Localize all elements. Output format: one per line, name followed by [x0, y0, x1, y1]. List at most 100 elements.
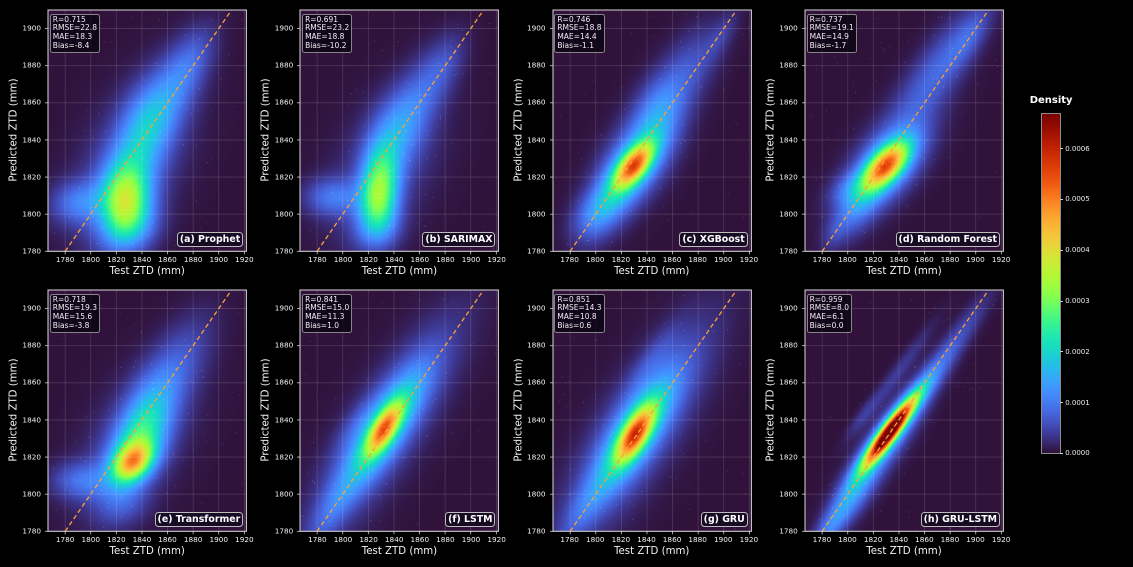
axes-spine: [299, 9, 500, 252]
x-tick-label: 1900: [966, 535, 985, 545]
colorbar-tick-label: 0.0002: [1065, 347, 1090, 356]
colorbar-tick: [1060, 148, 1064, 150]
y-tick-label: 1820: [22, 172, 41, 182]
x-axis-title: Test ZTD (mm): [109, 265, 185, 277]
x-axis-title: Test ZTD (mm): [866, 545, 942, 557]
panel-g: 1780 1800 1820 1840 1860 1880 1900 1920 1780 1800…: [513, 289, 758, 557]
y-tick-label: 1820: [526, 452, 546, 462]
axes-spine: [47, 9, 247, 252]
stats-box-f: R=0.841 RMSE=15.0 MAE=11.3 Bias=1.0: [302, 293, 353, 333]
axes-spine: [47, 289, 247, 532]
model-label-d: (d) Random Forest: [895, 232, 1000, 247]
y-tick-label: 1800: [274, 209, 294, 219]
y-tick-label: 1860: [779, 377, 798, 387]
model-label-f: (f) LSTM: [445, 512, 496, 527]
stats-box-a: R=0.715 RMSE=22.8 MAE=18.3 Bias=-8.4: [49, 13, 100, 53]
x-tick-label: 1820: [611, 535, 631, 545]
y-tick-label: 1840: [779, 135, 798, 145]
axes-spine: [299, 289, 500, 532]
plot-overlay-g: [549, 289, 752, 534]
x-tick-label: 1820: [359, 535, 378, 545]
x-tick-label: 1900: [713, 535, 733, 545]
identity-line: [64, 9, 233, 252]
x-tick-label: 1800: [585, 535, 605, 545]
x-tick-label: 1780: [308, 255, 327, 265]
y-tick-label: 1900: [22, 303, 41, 313]
x-tick-label: 1820: [611, 255, 631, 265]
x-axis-title: Test ZTD (mm): [361, 545, 438, 557]
model-label-e: (e) Transformer: [154, 512, 244, 527]
stats-box-e: R=0.718 RMSE=19.3 MAE=15.6 Bias=-3.8: [49, 293, 100, 333]
y-axis-title: Predicted ZTD (mm): [8, 78, 20, 182]
x-axis-title: Test ZTD (mm): [614, 545, 690, 557]
x-tick-label: 1800: [838, 255, 857, 265]
model-label-b: (b) SARIMAX: [422, 232, 496, 247]
panel-h: 1780 1800 1820 1840 1860 1880 1900 1920 1780 1800…: [765, 289, 1010, 557]
panel-a: 1780 1800 1820 1840 1860 1880 1900 1920 1780 1800…: [9, 9, 254, 277]
colorbar-tick-label: 0.0006: [1065, 144, 1090, 153]
x-tick-label: 1880: [183, 255, 203, 265]
x-tick-label: 1920: [991, 535, 1011, 545]
y-axis-title: Predicted ZTD (mm): [513, 78, 525, 182]
identity-line: [316, 9, 485, 252]
y-tick-label: 1840: [274, 415, 294, 425]
panel-b: 1780 1800 1820 1840 1860 1880 1900 1920 1780 1800…: [261, 9, 506, 277]
x-axis-title: Test ZTD (mm): [614, 265, 690, 277]
colorbar-tick: [1060, 300, 1064, 302]
y-tick-label: 1860: [526, 97, 546, 107]
x-tick-label: 1900: [461, 255, 481, 265]
identity-line: [821, 9, 989, 252]
y-tick-label: 1860: [274, 377, 294, 387]
x-tick-label: 1920: [235, 535, 254, 545]
y-tick-label: 1880: [526, 60, 546, 70]
y-tick-label: 1900: [274, 23, 294, 33]
x-tick-label: 1920: [235, 255, 254, 265]
y-tick-label: 1840: [274, 135, 294, 145]
y-tick-label: 1880: [779, 60, 798, 70]
axes-spine: [552, 289, 752, 532]
x-tick-label: 1820: [359, 255, 378, 265]
colorbar-tick: [1060, 199, 1064, 200]
colorbar-tick-label: 0.0005: [1065, 195, 1090, 204]
colorbar-tick: [1060, 402, 1064, 403]
axes-spine: [804, 289, 1004, 532]
colorbar-tick-label: 0.0004: [1065, 246, 1090, 255]
y-tick-label: 1860: [274, 97, 294, 107]
x-tick-label: 1920: [991, 255, 1011, 265]
x-tick-label: 1880: [688, 255, 707, 265]
y-tick-label: 1800: [22, 209, 41, 219]
x-tick-label: 1780: [55, 535, 75, 545]
identity-line: [569, 289, 737, 532]
y-tick-label: 1780: [274, 246, 294, 256]
x-tick-label: 1900: [461, 535, 481, 545]
y-tick-label: 1780: [22, 246, 41, 256]
y-tick-label: 1840: [526, 415, 546, 425]
stats-box-h: R=0.959 RMSE=8.0 MAE=6.1 Bias=0.0: [806, 293, 852, 333]
axes-spine: [552, 9, 752, 252]
x-tick-label: 1800: [81, 535, 101, 545]
y-tick-label: 1840: [22, 135, 41, 145]
model-label-c: (c) XGBoost: [679, 232, 748, 247]
panel-f: 1780 1800 1820 1840 1860 1880 1900 1920 1780 1800…: [261, 289, 506, 557]
stats-box-g: R=0.851 RMSE=14.3 MAE=10.8 Bias=0.6: [554, 293, 605, 333]
panel-c: 1780 1800 1820 1840 1860 1880 1900 1920 1780 1800…: [513, 9, 758, 277]
plot-overlay-d: [801, 9, 1004, 254]
x-tick-label: 1840: [637, 535, 656, 545]
colorbar-tick-label: 0.0003: [1065, 296, 1090, 305]
identity-line: [64, 289, 233, 532]
x-tick-label: 1900: [966, 255, 985, 265]
x-tick-label: 1780: [55, 255, 75, 265]
colorbar-tick-label: 0.0001: [1065, 398, 1090, 407]
x-tick-label: 1860: [915, 255, 934, 265]
x-tick-label: 1880: [183, 535, 203, 545]
x-tick-label: 1900: [209, 255, 229, 265]
x-tick-label: 1860: [158, 535, 177, 545]
identity-line: [569, 9, 737, 252]
y-tick-label: 1820: [274, 172, 294, 182]
x-tick-label: 1860: [410, 535, 430, 545]
y-tick-label: 1880: [274, 60, 294, 70]
x-tick-label: 1860: [158, 255, 177, 265]
y-axis-title: Predicted ZTD (mm): [260, 78, 272, 182]
y-tick-label: 1880: [526, 340, 546, 350]
y-axis-title: Predicted ZTD (mm): [765, 358, 777, 462]
